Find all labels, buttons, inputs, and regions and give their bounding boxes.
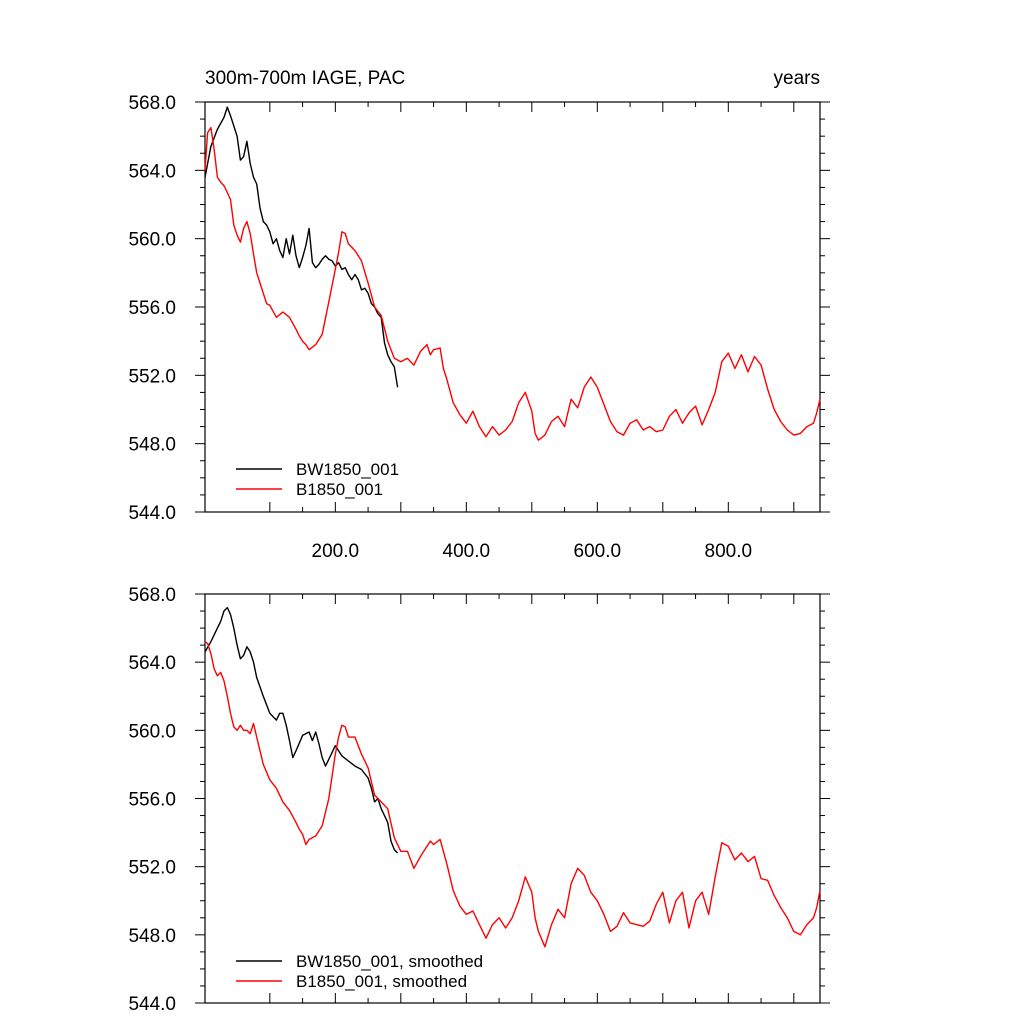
y-tick-label: 560.0 — [128, 230, 176, 251]
series-line-bw1850 — [204, 106, 399, 388]
legend-label-bw1850: BW1850_001, smoothed — [296, 952, 483, 971]
y-tick-label: 556.0 — [128, 790, 176, 811]
y-tick-label: 564.0 — [128, 653, 176, 674]
series-line-b1850 — [204, 126, 821, 441]
x-units-label: years — [774, 68, 820, 89]
y-tick-label: 552.0 — [128, 858, 176, 879]
y-tick-label: 548.0 — [128, 435, 176, 456]
legend-label-bw1850: BW1850_001 — [296, 460, 399, 479]
x-tick-label: 800.0 — [705, 541, 753, 562]
top-panel: 200.0 400.0 600.0 800.0 544.0 548.0 552.0 556.0… — [128, 93, 830, 562]
y-tick-label: 556.0 — [128, 298, 176, 319]
y-tick-label: 552.0 — [128, 366, 176, 387]
x-tick-label: 400.0 — [443, 541, 491, 562]
y-tick-label: 568.0 — [128, 93, 176, 114]
y-tick-label: 568.0 — [128, 585, 176, 606]
series-line-b1850 — [204, 641, 821, 948]
x-tick-label: 600.0 — [574, 541, 622, 562]
figure-title: 300m-700m IAGE, PAC — [205, 68, 405, 89]
y-tick-label: 544.0 — [128, 503, 176, 524]
y-tick-label: 548.0 — [128, 926, 176, 947]
y-tick-label: 544.0 — [128, 994, 176, 1015]
legend-label-b1850: B1850_001, smoothed — [296, 972, 467, 991]
legend-label-b1850: B1850_001 — [296, 480, 383, 499]
x-tick-label: 200.0 — [312, 541, 360, 562]
series-line-bw1850 — [204, 606, 399, 854]
bottom-panel: 544.0 548.0 552.0 556.0 560.0 564.0 568.0 BW185… — [128, 585, 830, 1015]
y-tick-label: 560.0 — [128, 721, 176, 742]
y-tick-label: 564.0 — [128, 161, 176, 182]
